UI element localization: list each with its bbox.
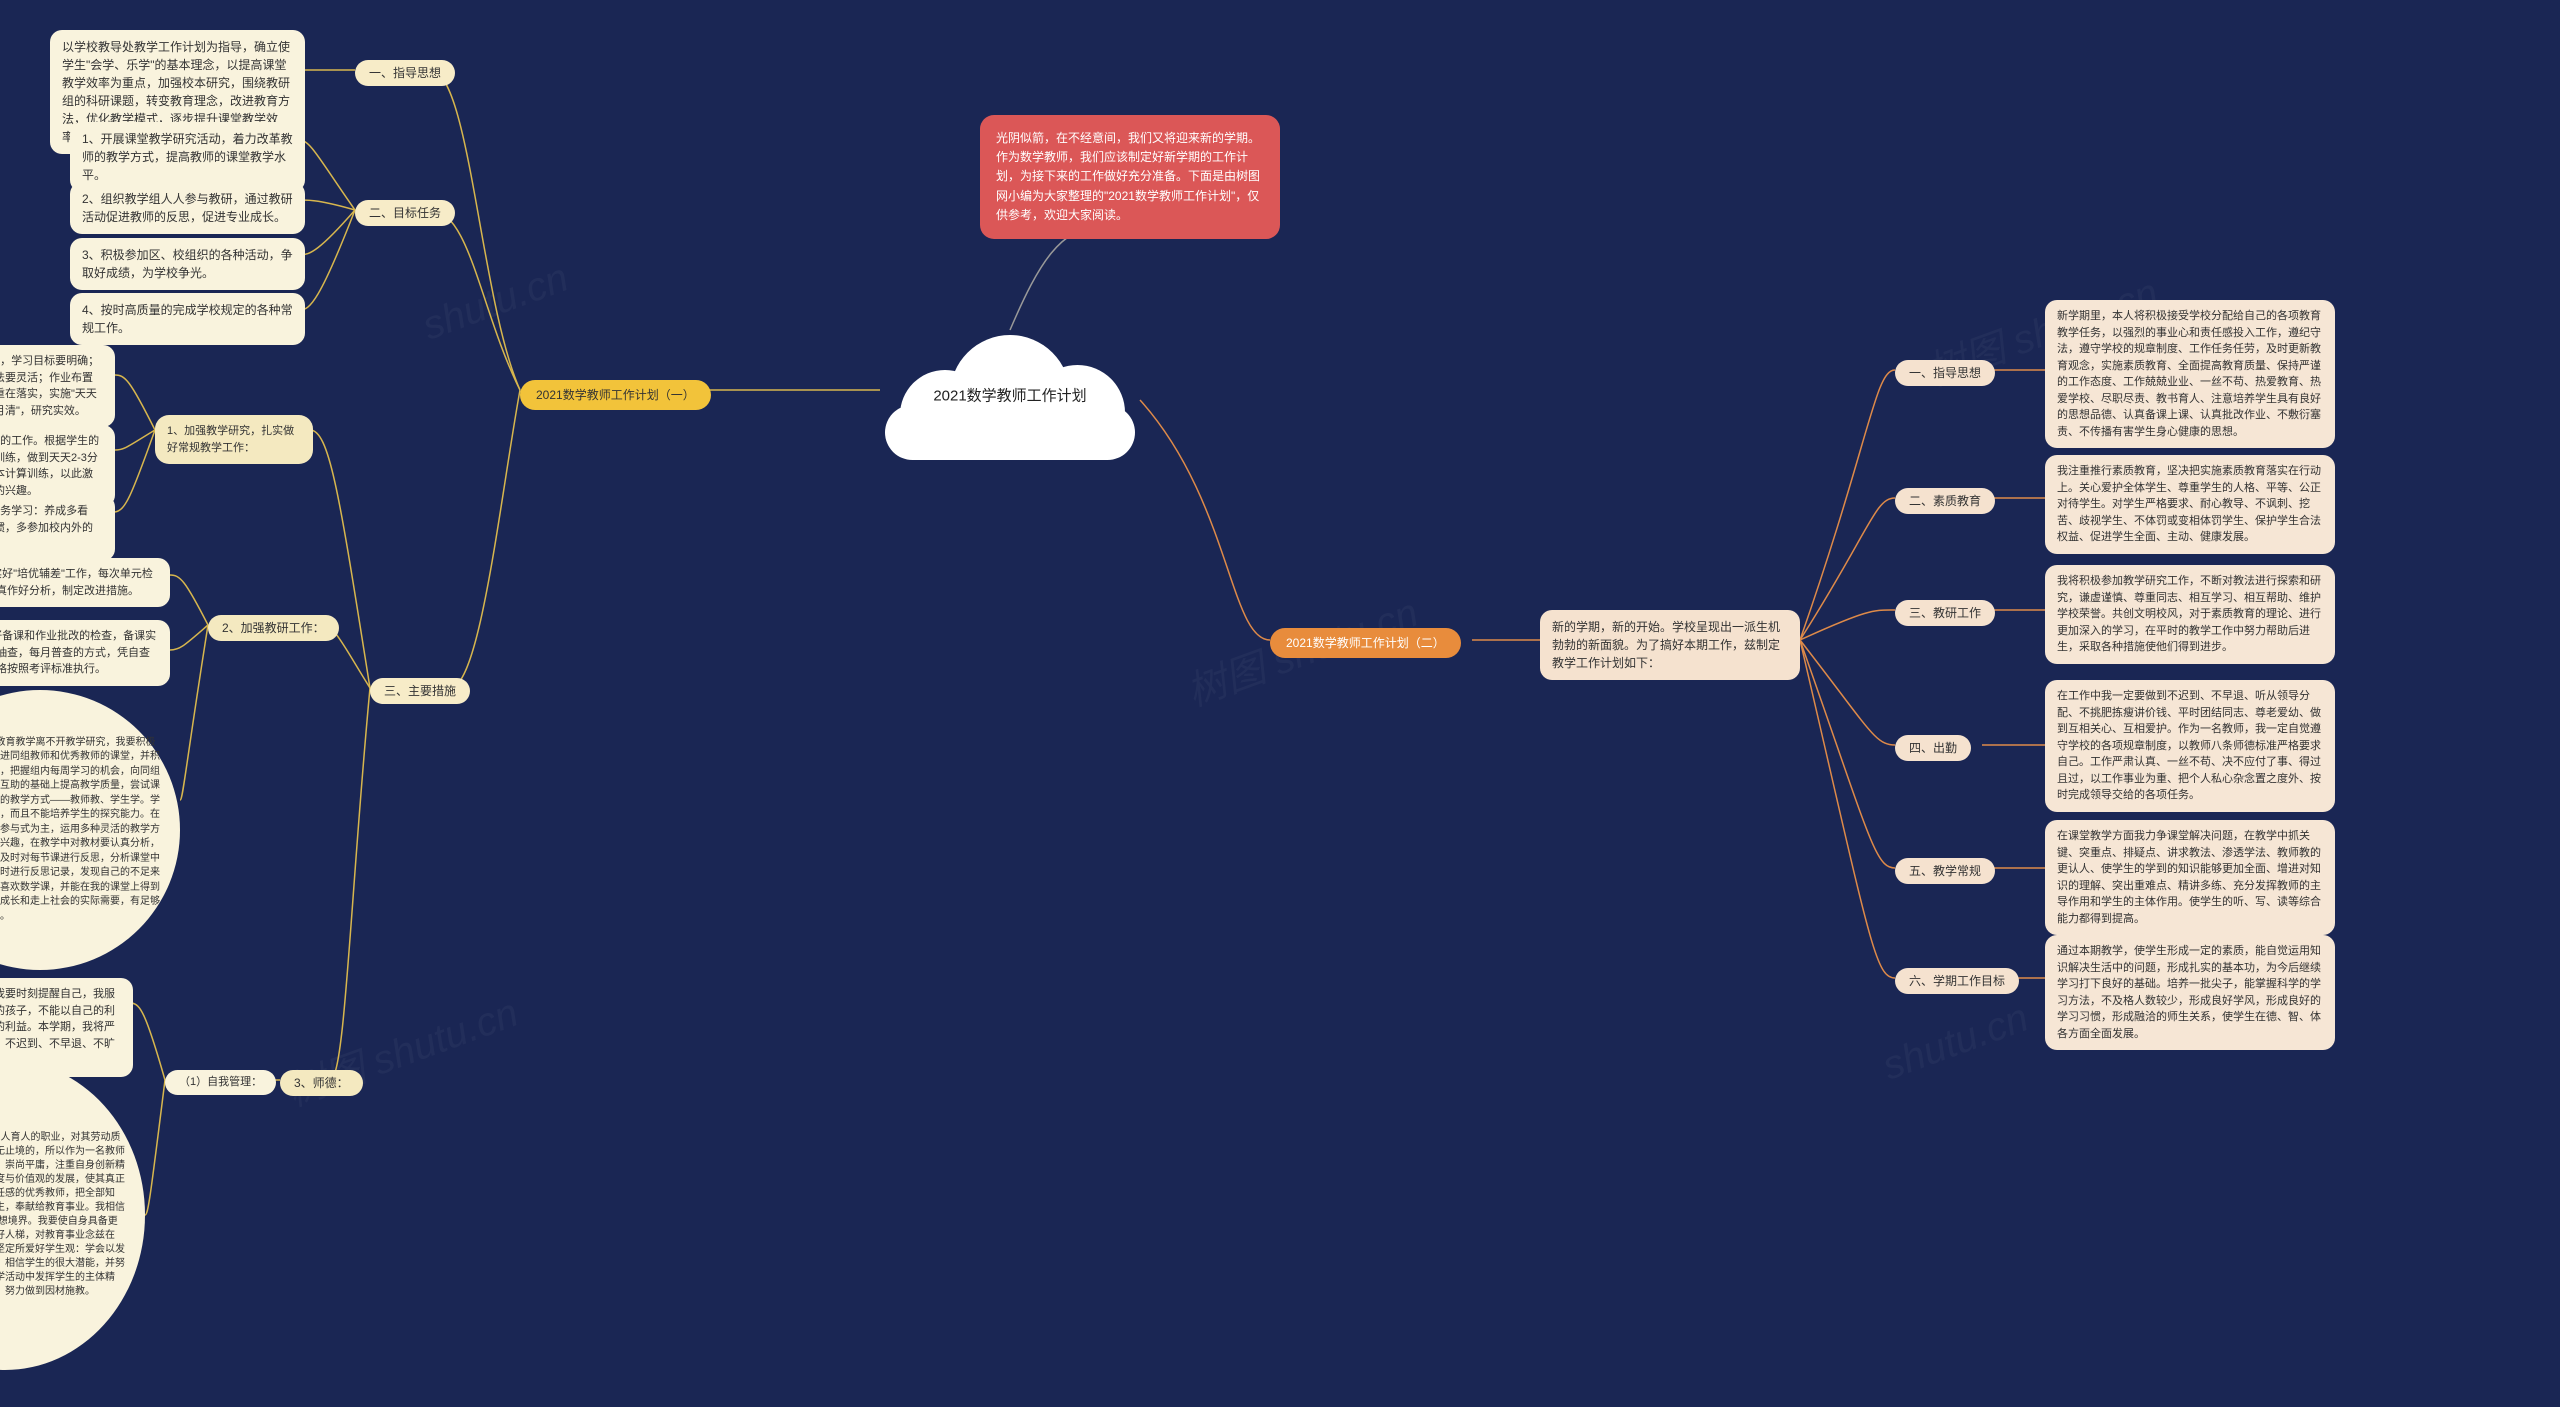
left-m2-t1: （1）落实好"培优辅差"工作，每次单元检测后要认真作好分析，制定改进措施。	[0, 558, 170, 607]
right-s1-t1: 新学期里，本人将积极接受学校分配给自己的各项教育教学任务，以强烈的事业心和责任感…	[2045, 300, 2335, 448]
left-m1-t1: （1）备课要充分，学习目标要明确；上课要认真，方法要灵活；作业布置要突出层次性，…	[0, 345, 115, 427]
left-s2: 二、目标任务	[355, 200, 455, 226]
left-m3-p1: （1）自我管理：	[165, 1070, 276, 1095]
right-s4-t1: 在工作中我一定要做到不迟到、不早退、听从领导分配、不挑肥拣瘦讲价钱、平时团结同志…	[2045, 680, 2335, 812]
right-s5-t1: 在课堂教学方面我力争课堂解决问题，在教学中抓关键、突重点、排疑点、讲求教法、渗透…	[2045, 820, 2335, 935]
right-s6-t1: 通过本期教学，使学生形成一定的素质，能自觉运用知识解决生活中的问题，形成扎实的基…	[2045, 935, 2335, 1050]
right-s4: 四、出勤	[1895, 735, 1971, 761]
left-s2-t2: 2、组织教学组人人参与教研，通过教研活动促进教师的反思，促进专业成长。	[70, 182, 305, 234]
root-title: 2021数学教师工作计划	[933, 385, 1086, 406]
left-m2-t2: （2）做好备课和作业批改的检查，备课实施每一周抽查，每月普查的方式，凭自查背查、…	[0, 620, 170, 686]
left-m1-t3: （3）加强自身业务学习：养成多看书、看好书的习惯，多参加校内外的数学教研活动。	[0, 495, 115, 561]
left-s3: 三、主要措施	[370, 678, 470, 704]
right-s5: 五、教学常规	[1895, 858, 1995, 884]
left-s2-t4: 4、按时高质量的完成学校规定的各种常规工作。	[70, 293, 305, 345]
right-lead: 新的学期，新的开始。学校呈现出一派生机勃勃的新面貌。为了搞好本期工作，兹制定教学…	[1540, 610, 1800, 680]
right-main: 2021数学教师工作计划（二）	[1270, 628, 1461, 658]
left-m1: 1、加强教学研究，扎实做好常规教学工作：	[155, 415, 313, 464]
left-s2-t3: 3、积极参加区、校组织的各种活动，争取好成绩，为学校争光。	[70, 238, 305, 290]
left-p1-t2: （2）教师职业作为一种以人育人的职业，对其劳动质量提出的要求是很高的、无止境的，…	[0, 1060, 145, 1370]
left-s1: 一、指导思想	[355, 60, 455, 86]
left-m2: 2、加强教研工作：	[208, 615, 339, 641]
right-s3: 三、教研工作	[1895, 600, 1995, 626]
left-m3: 3、师德：	[280, 1070, 363, 1096]
right-s6: 六、学期工作目标	[1895, 968, 2019, 994]
left-m2-t3: （3）教育教研与教育教学离不开教学研究，我要积极向同伴学习，多走进同组教师和优秀…	[0, 690, 180, 970]
right-s2: 二、素质教育	[1895, 488, 1995, 514]
intro-text: 光阴似箭，在不经意间，我们又将迎来新的学期。作为数学教师，我们应该制定好新学期的…	[980, 115, 1280, 239]
right-s2-t1: 我注重推行素质教育，坚决把实施素质教育落实在行动上。关心爱护全体学生、尊重学生的…	[2045, 455, 2335, 554]
right-s1: 一、指导思想	[1895, 360, 1995, 386]
root-cloud: 2021数学教师工作计划	[880, 320, 1140, 450]
right-s3-t1: 我将积极参加教学研究工作，不断对教法进行探索和研究，谦虚谨慎、尊重同志、相互学习…	[2045, 565, 2335, 664]
left-main: 2021数学教师工作计划（一）	[520, 380, 711, 410]
